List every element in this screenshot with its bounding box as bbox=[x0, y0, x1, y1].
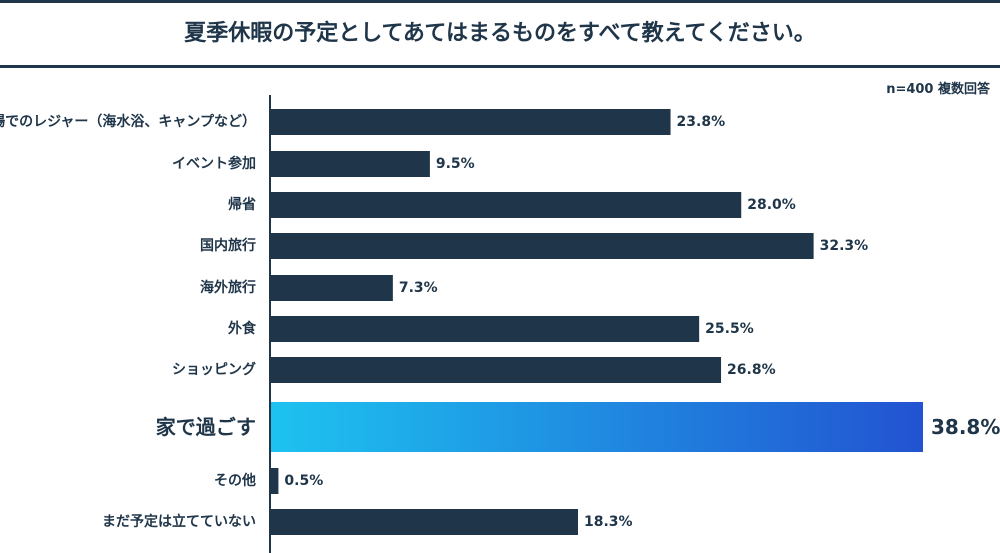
value-label: 7.3% bbox=[399, 280, 438, 296]
value-label: 18.3% bbox=[584, 514, 633, 530]
bar bbox=[270, 316, 700, 342]
value-label: 25.5% bbox=[705, 321, 754, 337]
title-band: 夏季休暇の予定としてあてはまるものをすべて教えてください。 bbox=[0, 0, 1000, 68]
sample-note: n=400 複数回答 bbox=[886, 82, 990, 97]
bar bbox=[270, 233, 814, 259]
bar bbox=[270, 275, 393, 301]
category-label: 帰省 bbox=[228, 196, 256, 213]
bar bbox=[270, 357, 722, 383]
category-label: 近場でのレジャー（海水浴、キャンプなど） bbox=[0, 113, 256, 130]
category-label: 海外旅行 bbox=[200, 279, 256, 296]
bar bbox=[270, 109, 671, 135]
chart-title: 夏季休暇の予定としてあてはまるものをすべて教えてください。 bbox=[184, 21, 816, 46]
value-label: 9.5% bbox=[436, 156, 475, 172]
value-label: 28.0% bbox=[747, 197, 796, 213]
value-label: 23.8% bbox=[677, 114, 726, 130]
bar bbox=[270, 468, 279, 494]
bar bbox=[270, 192, 742, 218]
bar-highlight bbox=[270, 402, 923, 452]
category-label: 国内旅行 bbox=[200, 237, 256, 254]
value-label: 26.8% bbox=[727, 362, 776, 378]
bar bbox=[270, 509, 578, 535]
value-label: 32.3% bbox=[820, 238, 869, 254]
category-label: まだ予定は立てていない bbox=[102, 513, 256, 530]
value-label: 0.5% bbox=[284, 473, 323, 489]
category-label: 家で過ごす bbox=[156, 415, 256, 439]
value-label: 38.8% bbox=[931, 415, 1000, 439]
category-label: イベント参加 bbox=[172, 155, 256, 172]
category-label: その他 bbox=[214, 472, 256, 489]
bar bbox=[270, 151, 430, 177]
category-label: ショッピング bbox=[172, 361, 256, 378]
category-label: 外食 bbox=[228, 320, 257, 337]
